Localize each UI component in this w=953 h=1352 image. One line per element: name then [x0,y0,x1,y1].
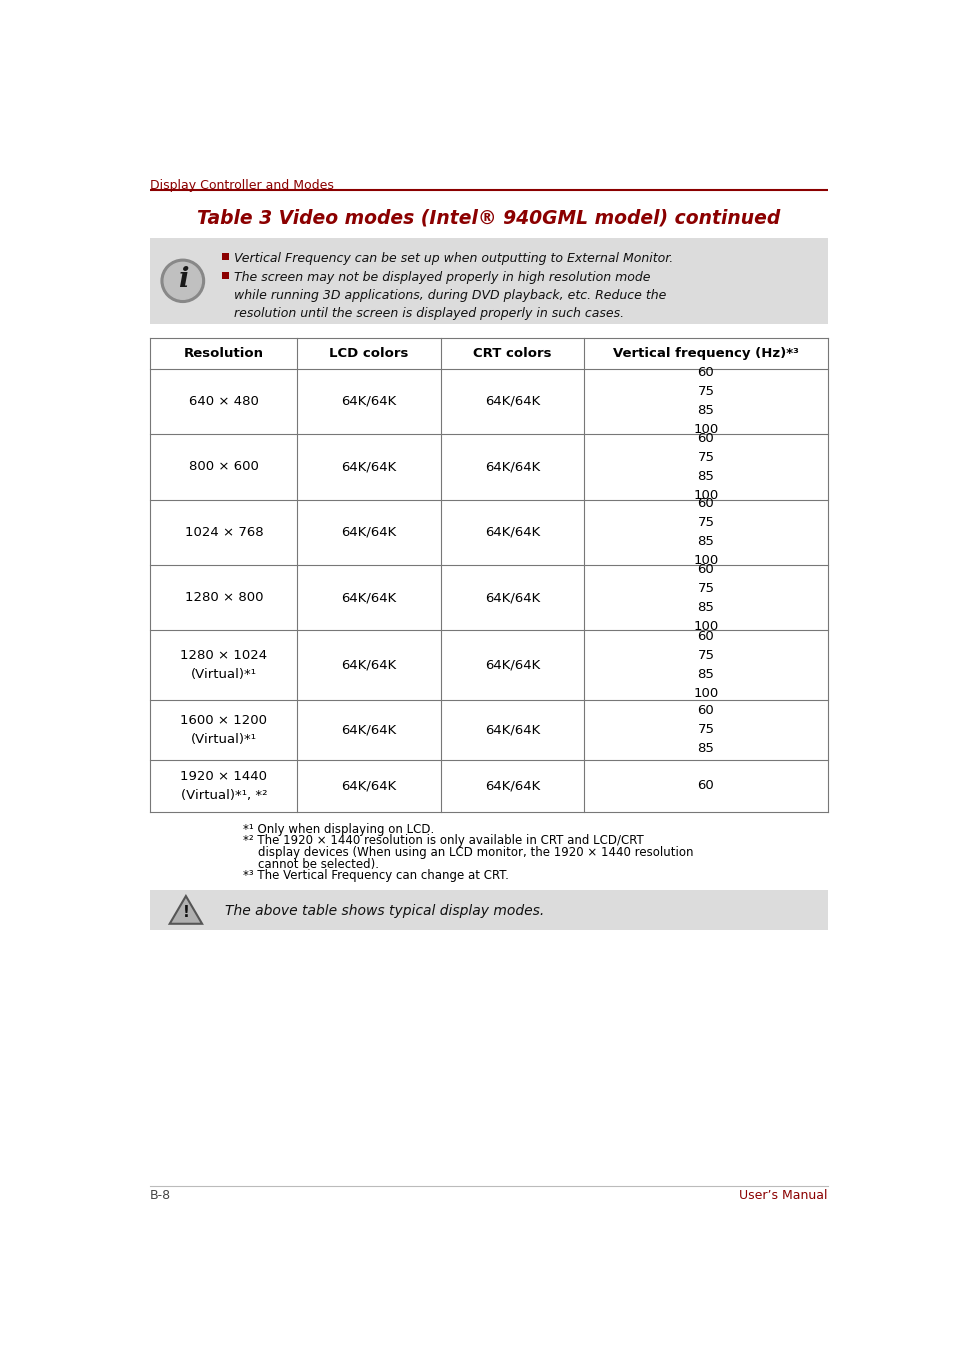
Text: 1600 × 1200
(Virtual)*¹: 1600 × 1200 (Virtual)*¹ [180,714,267,746]
Text: *¹ Only when displaying on LCD.: *¹ Only when displaying on LCD. [243,823,434,836]
Text: 60
75
85
100: 60 75 85 100 [693,562,718,633]
Text: 64K/64K: 64K/64K [341,591,396,604]
Text: Resolution: Resolution [184,346,264,360]
Polygon shape [170,896,202,923]
Text: 64K/64K: 64K/64K [341,395,396,408]
Text: 60
75
85
100: 60 75 85 100 [693,630,718,700]
Text: LCD colors: LCD colors [329,346,409,360]
FancyBboxPatch shape [150,238,827,324]
Text: Vertical Frequency can be set up when outputting to External Monitor.: Vertical Frequency can be set up when ou… [233,253,673,265]
Circle shape [164,262,201,299]
Text: *³ The Vertical Frequency can change at CRT.: *³ The Vertical Frequency can change at … [243,869,509,882]
Text: The above table shows typical display modes.: The above table shows typical display mo… [224,903,543,918]
Text: 64K/64K: 64K/64K [484,395,539,408]
Text: The screen may not be displayed properly in high resolution mode
while running 3: The screen may not be displayed properly… [233,270,665,320]
Text: *² The 1920 × 1440 resolution is only available in CRT and LCD/CRT: *² The 1920 × 1440 resolution is only av… [243,834,643,848]
Text: !: ! [182,906,189,921]
Text: Table 3 Video modes (Intel® 940GML model) continued: Table 3 Video modes (Intel® 940GML model… [197,208,780,227]
Text: 60
75
85
100: 60 75 85 100 [693,366,718,437]
Text: 1280 × 1024
(Virtual)*¹: 1280 × 1024 (Virtual)*¹ [180,649,267,681]
Text: 64K/64K: 64K/64K [341,658,396,672]
Text: 60: 60 [697,780,714,792]
Text: 1024 × 768: 1024 × 768 [184,526,263,538]
Text: 64K/64K: 64K/64K [484,723,539,737]
Text: 64K/64K: 64K/64K [484,658,539,672]
Text: 640 × 480: 640 × 480 [189,395,258,408]
Text: 800 × 600: 800 × 600 [189,460,258,473]
Text: 64K/64K: 64K/64K [341,780,396,792]
Text: 64K/64K: 64K/64K [341,460,396,473]
Text: Display Controller and Modes: Display Controller and Modes [150,180,334,192]
Text: User’s Manual: User’s Manual [739,1190,827,1202]
Text: display devices (When using an LCD monitor, the 1920 × 1440 resolution: display devices (When using an LCD monit… [243,846,693,859]
Text: 60
75
85: 60 75 85 [697,704,714,756]
Text: 64K/64K: 64K/64K [341,723,396,737]
Text: 64K/64K: 64K/64K [341,526,396,538]
FancyBboxPatch shape [150,890,827,930]
Text: 64K/64K: 64K/64K [484,526,539,538]
Text: 1280 × 800: 1280 × 800 [185,591,263,604]
Text: i: i [177,266,188,293]
Text: CRT colors: CRT colors [473,346,551,360]
Text: 64K/64K: 64K/64K [484,591,539,604]
Text: cannot be selected).: cannot be selected). [243,857,379,871]
Text: 64K/64K: 64K/64K [484,780,539,792]
Circle shape [161,260,204,303]
Text: 1920 × 1440
(Virtual)*¹, *²: 1920 × 1440 (Virtual)*¹, *² [180,769,267,802]
Text: B-8: B-8 [150,1190,172,1202]
Text: Vertical frequency (Hz)*³: Vertical frequency (Hz)*³ [613,346,798,360]
Text: 60
75
85
100: 60 75 85 100 [693,431,718,502]
FancyBboxPatch shape [221,272,229,279]
Text: 60
75
85
100: 60 75 85 100 [693,498,718,568]
FancyBboxPatch shape [221,253,229,260]
Text: 64K/64K: 64K/64K [484,460,539,473]
